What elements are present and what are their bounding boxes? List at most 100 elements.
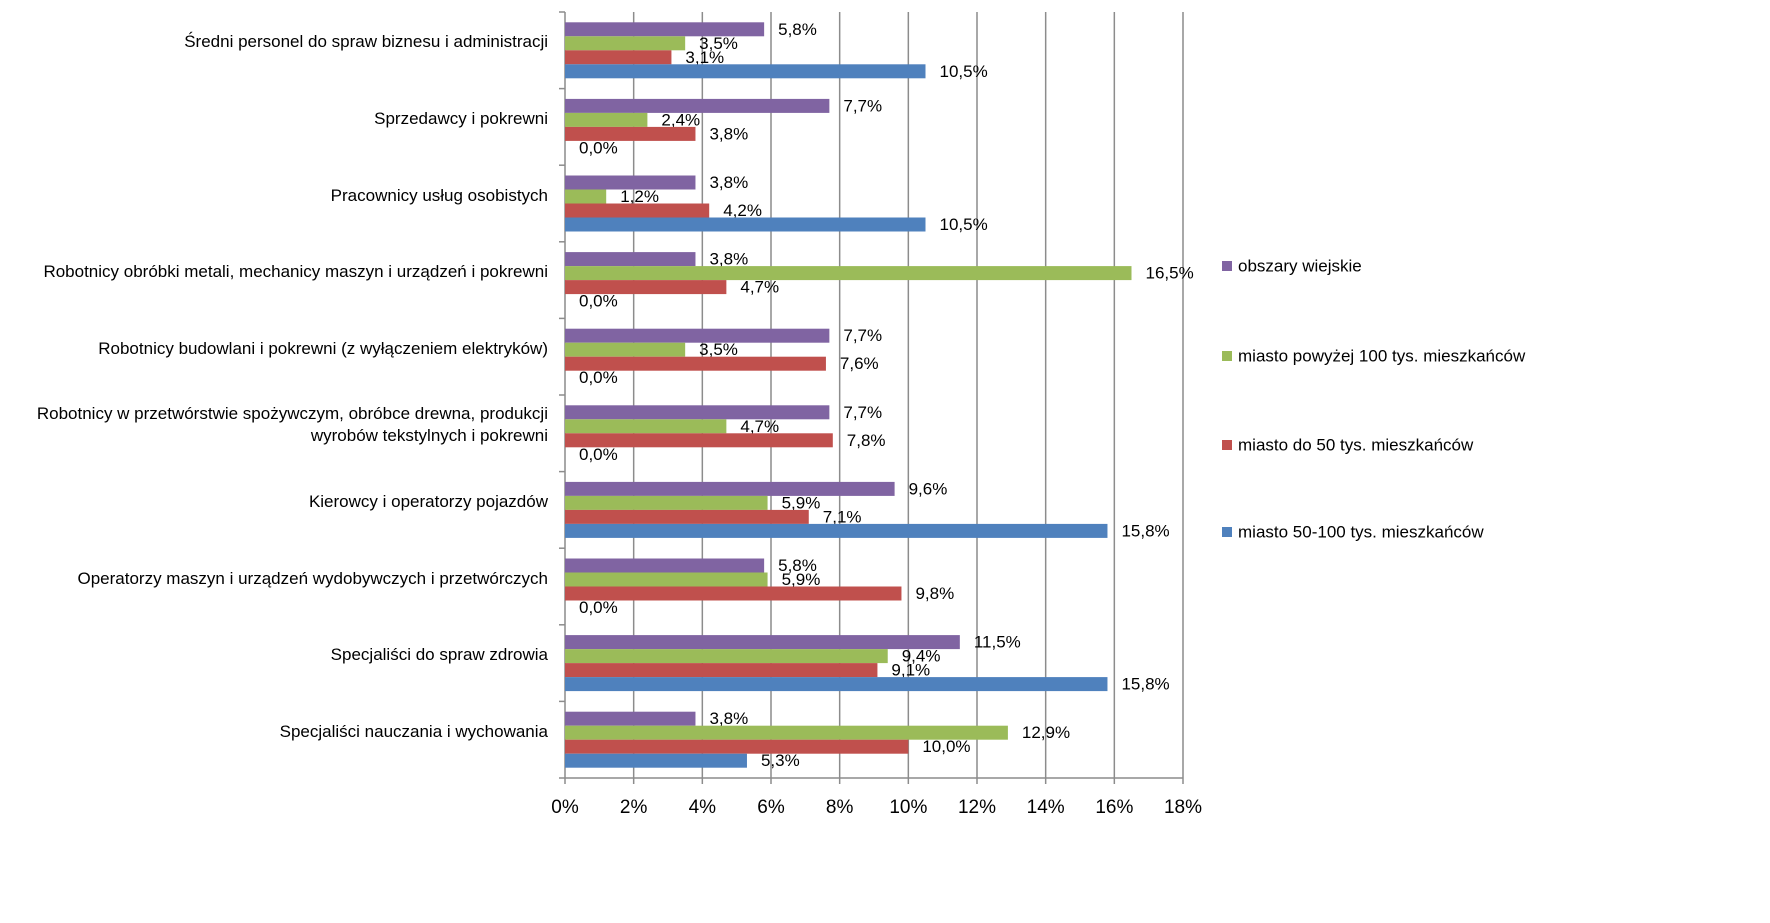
x-tick-label: 0% <box>551 797 579 818</box>
bar <box>565 649 888 664</box>
legend-label: miasto powyżej 100 tys. mieszkańców <box>1238 346 1526 365</box>
x-tick-label: 14% <box>1027 797 1065 818</box>
bar <box>565 64 926 79</box>
category-label: Robotnicy obróbki metali, mechanicy masz… <box>43 262 548 282</box>
data-label: 10,0% <box>922 737 970 756</box>
data-label: 5,8% <box>778 20 817 39</box>
data-label: 0,0% <box>579 598 618 617</box>
data-label: 7,1% <box>823 507 862 526</box>
bar <box>565 175 696 190</box>
data-label: 9,6% <box>909 479 948 498</box>
x-tick-label: 16% <box>1095 797 1133 818</box>
data-label: 15,8% <box>1121 675 1169 694</box>
x-tick-label: 8% <box>826 797 854 818</box>
data-label: 4,7% <box>740 417 779 436</box>
data-label: 5,9% <box>782 570 821 589</box>
data-label: 3,8% <box>709 709 748 728</box>
category-label: Operatorzy maszyn i urządzeń wydobywczyc… <box>77 568 549 588</box>
bar <box>565 495 768 510</box>
bar <box>565 663 878 678</box>
data-label: 10,5% <box>940 62 988 81</box>
legend-swatch <box>1222 440 1232 450</box>
bar <box>565 22 765 37</box>
data-label: 16,5% <box>1146 264 1194 283</box>
legend-swatch <box>1222 261 1232 271</box>
bar <box>565 112 648 127</box>
category-label: Specjaliści do spraw zdrowia <box>330 645 548 665</box>
data-label: 7,7% <box>843 326 882 345</box>
category-label: Pracownicy usług osobistych <box>330 185 548 205</box>
data-label: 3,5% <box>699 340 738 359</box>
category-label: Kierowcy i operatorzy pojazdów <box>308 491 548 511</box>
data-label: 3,5% <box>699 34 738 53</box>
bar <box>565 753 747 768</box>
data-label: 1,2% <box>620 187 659 206</box>
data-label: 7,7% <box>843 403 882 422</box>
x-tick-label: 2% <box>620 797 648 818</box>
data-label: 0,0% <box>579 138 618 157</box>
bar <box>565 635 960 650</box>
data-label: 5,8% <box>778 556 817 575</box>
data-label: 10,5% <box>940 215 988 234</box>
legend-swatch <box>1222 351 1232 361</box>
data-label: 3,8% <box>709 173 748 192</box>
bar <box>565 572 768 587</box>
data-label: 12,9% <box>1022 723 1070 742</box>
data-label: 5,9% <box>782 493 821 512</box>
data-label: 2,4% <box>661 110 700 129</box>
bar <box>565 342 686 357</box>
bar <box>565 419 727 434</box>
legend-label: miasto 50-100 tys. mieszkańców <box>1238 522 1484 541</box>
category-label: Średni personel do spraw biznesu i admin… <box>184 32 548 52</box>
bar <box>565 126 696 141</box>
category-label: Specjaliści nauczania i wychowania <box>279 721 548 741</box>
data-label: 5,3% <box>761 751 800 770</box>
bar <box>565 523 1108 538</box>
bar <box>565 203 710 218</box>
data-label: 9,8% <box>915 584 954 603</box>
bar <box>565 217 926 232</box>
x-tick-label: 10% <box>889 797 927 818</box>
bar <box>565 677 1108 692</box>
bar <box>565 36 686 51</box>
bar <box>565 266 1132 281</box>
x-tick-label: 12% <box>958 797 996 818</box>
x-tick-label: 18% <box>1164 797 1202 818</box>
data-label: 7,7% <box>843 96 882 115</box>
x-tick-label: 6% <box>757 797 785 818</box>
category-label: Robotnicy budowlani i pokrewni (z wyłącz… <box>98 338 548 358</box>
bar <box>565 328 830 343</box>
legend-label: obszary wiejskie <box>1238 256 1362 275</box>
bar <box>565 280 727 295</box>
data-label: 0,0% <box>579 445 618 464</box>
x-tick-label: 4% <box>689 797 717 818</box>
data-label: 9,1% <box>891 661 930 680</box>
bar <box>565 98 830 113</box>
category-label: Robotnicy w przetwórstwie spożywczym, ob… <box>36 404 548 446</box>
category-label: Sprzedawcy i pokrewni <box>374 108 548 128</box>
data-label: 4,7% <box>740 278 779 297</box>
data-label: 7,6% <box>840 354 879 373</box>
bar <box>565 50 672 65</box>
data-label: 7,8% <box>847 431 886 450</box>
data-label: 3,1% <box>685 48 724 67</box>
bar <box>565 509 809 524</box>
bar <box>565 586 902 601</box>
data-label: 3,8% <box>709 250 748 269</box>
bar <box>565 189 607 204</box>
data-label: 15,8% <box>1121 521 1169 540</box>
data-label: 3,8% <box>709 124 748 143</box>
bar <box>565 433 833 448</box>
bar <box>565 739 909 754</box>
bar <box>565 711 696 726</box>
bar <box>565 356 826 371</box>
bar <box>565 405 830 420</box>
bar <box>565 725 1008 740</box>
data-label: 4,2% <box>723 201 762 220</box>
data-label: 9,4% <box>902 647 941 666</box>
legend-label: miasto do 50 tys. mieszkańców <box>1238 435 1474 454</box>
bar <box>565 252 696 267</box>
data-label: 0,0% <box>579 292 618 311</box>
